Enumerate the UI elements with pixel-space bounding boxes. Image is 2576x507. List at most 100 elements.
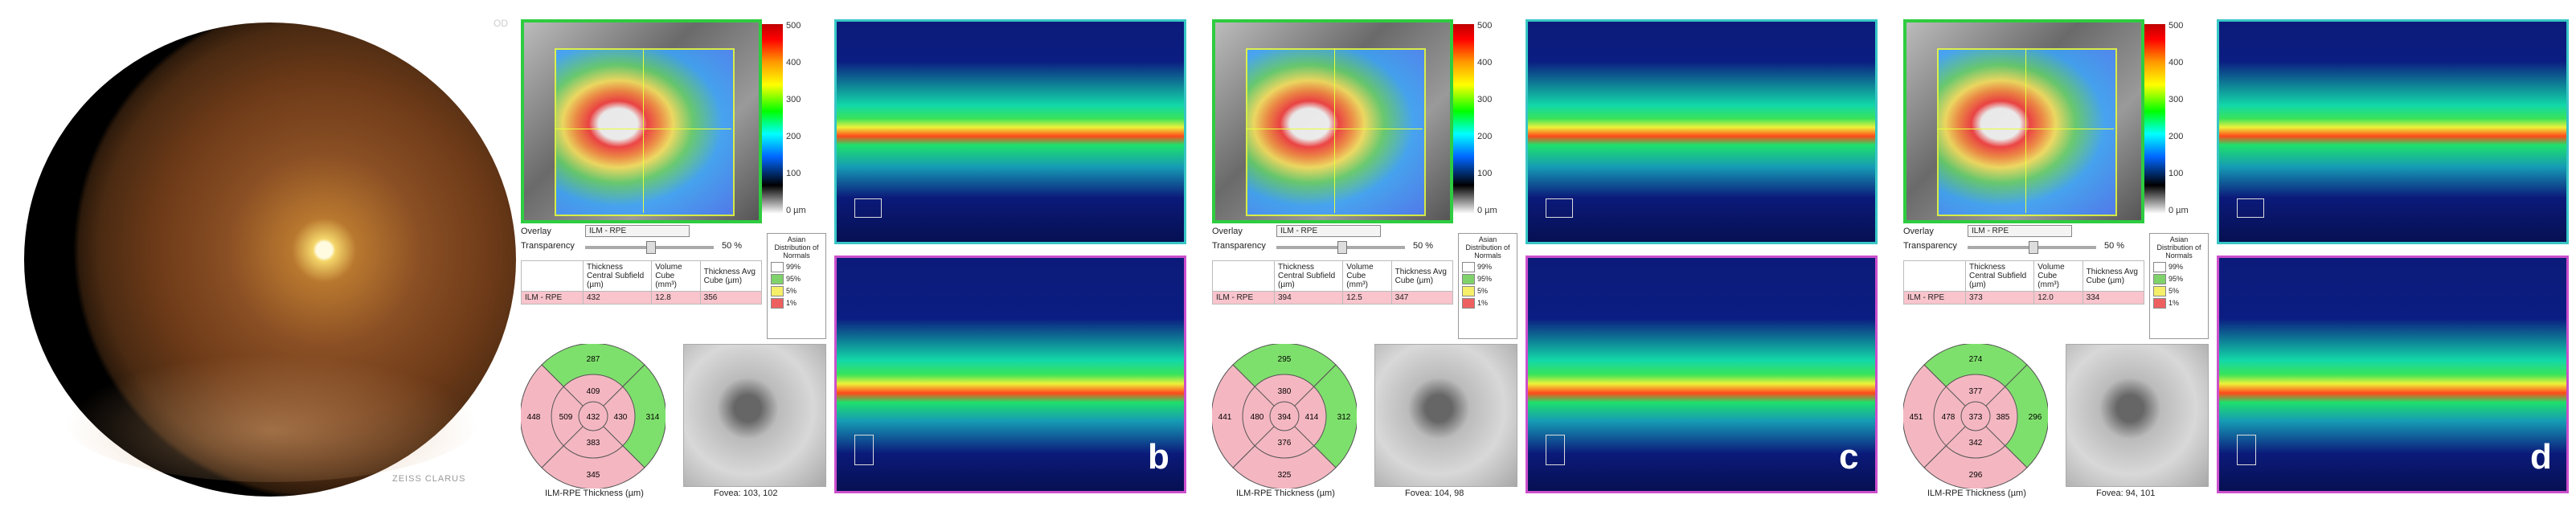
legend-swatch xyxy=(771,286,784,296)
normals-legend: Asian Distribution of Normals 99% 95% 5%… xyxy=(2149,233,2209,339)
oct-bscan-horizontal xyxy=(2217,19,2569,244)
slo-fundus-image xyxy=(1212,19,1453,223)
table-header: Volume Cube (mm³) xyxy=(651,260,701,292)
colorbar-label: 0 µm xyxy=(1477,206,1497,215)
central-subfield-value: 373 xyxy=(1964,291,2035,305)
etdrs-caption: ILM-RPE Thickness (µm) xyxy=(545,489,644,498)
etdrs-value-outer-right: 312 xyxy=(1337,413,1351,422)
slider-knob[interactable] xyxy=(1337,241,1347,254)
scan-orientation-indicator xyxy=(2237,198,2264,218)
legend-item: 95% xyxy=(1477,274,1493,283)
transparency-label: Transparency xyxy=(1903,241,1957,251)
enface-image xyxy=(2066,344,2209,487)
fundus-brand: ZEISS CLARUS xyxy=(392,474,466,484)
colorbar-label: 300 xyxy=(2169,95,2184,104)
legend-swatch xyxy=(2153,298,2166,309)
etdrs-grid: 394 380 414 376 480 295 312 325 441 xyxy=(1212,344,1357,489)
legend-item: 99% xyxy=(1477,262,1493,271)
scan-orientation-indicator xyxy=(2237,435,2256,465)
etdrs-value-outer-left: 448 xyxy=(527,413,541,422)
fundus-photo: OD ZEISS CLARUS a xyxy=(14,8,529,497)
colorbar-label: 200 xyxy=(2169,132,2184,141)
transparency-value: 50 % xyxy=(1413,241,1434,251)
slider-knob[interactable] xyxy=(2029,241,2038,254)
transparency-label: Transparency xyxy=(1212,241,1266,251)
scan-orientation-indicator xyxy=(854,435,874,465)
thickness-table: Thickness Central Subfield (µm) Volume C… xyxy=(1903,260,2145,305)
etdrs-value-outer-top: 274 xyxy=(1969,355,1983,364)
thickness-table: Thickness Central Subfield (µm) Volume C… xyxy=(1212,260,1454,305)
overlay-select[interactable]: ILM - RPE xyxy=(585,225,690,237)
overlay-select[interactable]: ILM - RPE xyxy=(1276,225,1381,237)
legend-swatch xyxy=(2153,274,2166,284)
legend-item: 5% xyxy=(2169,286,2180,295)
etdrs-value-inner-top: 409 xyxy=(587,387,600,396)
transparency-slider[interactable] xyxy=(585,241,714,254)
etdrs-value-inner-left: 478 xyxy=(1942,413,1956,422)
legend-swatch xyxy=(771,298,784,309)
transparency-slider[interactable] xyxy=(1276,241,1405,254)
enface-image xyxy=(1374,344,1517,487)
etdrs-value-outer-right: 314 xyxy=(646,413,660,422)
colorbar-label: 500 xyxy=(1477,21,1493,31)
table-header: Thickness Avg Cube (µm) xyxy=(699,260,763,292)
scan-orientation-indicator xyxy=(1546,198,1573,218)
etdrs-value-outer-bottom: 325 xyxy=(1278,471,1292,480)
colorbar-label: 200 xyxy=(786,132,801,141)
overlay-select[interactable]: ILM - RPE xyxy=(1968,225,2072,237)
thickness-colorbar xyxy=(2144,24,2165,214)
table-row-label: ILM - RPE xyxy=(1903,291,1966,305)
etdrs-grid: 432 409 430 383 509 287 314 345 448 xyxy=(521,344,666,489)
transparency-slider[interactable] xyxy=(1968,241,2096,254)
transparency-value: 50 % xyxy=(2104,241,2125,251)
fovea-coordinates: Fovea: 104, 98 xyxy=(1405,489,1464,498)
colorbar-label: 100 xyxy=(2169,169,2184,178)
etdrs-value-center: 432 xyxy=(587,413,600,422)
etdrs-value-inner-left: 509 xyxy=(559,413,573,422)
table-row-label: ILM - RPE xyxy=(521,291,584,305)
etdrs-caption: ILM-RPE Thickness (µm) xyxy=(1927,489,2026,498)
etdrs-value-center: 373 xyxy=(1969,413,1983,422)
legend-title: Asian Distribution of Normals xyxy=(774,235,819,260)
legend-item: 95% xyxy=(2169,274,2184,283)
colorbar-label: 0 µm xyxy=(2169,206,2189,215)
avg-thickness-value: 356 xyxy=(699,291,763,305)
oct-report-panel: 500 400 300 200 100 0 µm c Overlay ILM -… xyxy=(1212,0,1879,507)
avg-thickness-value: 347 xyxy=(1390,291,1454,305)
central-subfield-value: 432 xyxy=(582,291,653,305)
thickness-heatmap-overlay xyxy=(1246,48,1426,216)
legend-swatch xyxy=(2153,262,2166,272)
overlay-label: Overlay xyxy=(521,227,551,236)
volume-value: 12.0 xyxy=(2033,291,2083,305)
etdrs-value-inner-bottom: 383 xyxy=(587,439,600,448)
legend-item: 99% xyxy=(786,262,801,271)
table-header: Thickness Avg Cube (µm) xyxy=(2082,260,2145,292)
oct-bscan-horizontal xyxy=(1526,19,1878,244)
colorbar-label: 500 xyxy=(2169,21,2184,31)
colorbar-label: 400 xyxy=(1477,58,1493,67)
etdrs-grid: 373 377 385 342 478 274 296 296 451 xyxy=(1903,344,2048,489)
etdrs-value-outer-right: 296 xyxy=(2029,413,2042,422)
slider-knob[interactable] xyxy=(646,241,656,254)
etdrs-value-center: 394 xyxy=(1278,413,1292,422)
etdrs-center xyxy=(578,401,608,431)
legend-swatch xyxy=(1462,286,1475,296)
panel-letter: d xyxy=(2530,437,2552,476)
legend-swatch xyxy=(1462,298,1475,309)
oct-bscan-vertical xyxy=(834,256,1186,493)
legend-title: Asian Distribution of Normals xyxy=(1465,235,1510,260)
legend-swatch xyxy=(1462,262,1475,272)
legend-item: 5% xyxy=(786,286,797,295)
slo-fundus-image xyxy=(1903,19,2144,223)
overlay-label: Overlay xyxy=(1212,227,1243,236)
etdrs-value-inner-left: 480 xyxy=(1251,413,1264,422)
etdrs-value-inner-right: 430 xyxy=(614,413,628,422)
etdrs-value-outer-top: 287 xyxy=(587,355,600,364)
eye-label: OD xyxy=(493,18,508,29)
colorbar-label: 100 xyxy=(1477,169,1493,178)
etdrs-value-outer-bottom: 296 xyxy=(1969,471,1983,480)
etdrs-value-outer-left: 441 xyxy=(1218,413,1232,422)
legend-swatch xyxy=(771,262,784,272)
etdrs-caption: ILM-RPE Thickness (µm) xyxy=(1236,489,1335,498)
table-header: Thickness Central Subfield (µm) xyxy=(1964,260,2035,292)
